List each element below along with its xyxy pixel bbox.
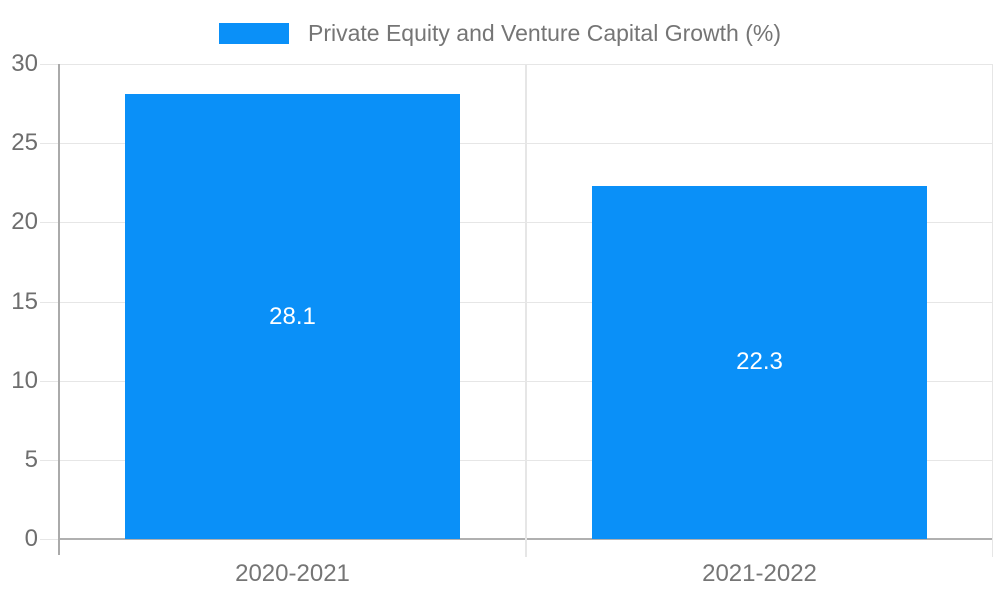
- ytick-label-10: 10: [11, 366, 38, 394]
- legend-label: Private Equity and Venture Capital Growt…: [307, 19, 781, 46]
- xtick-label-2021-2022: 2021-2022: [702, 560, 817, 587]
- bar-2020-2021: [125, 94, 460, 539]
- xtick-label-2020-2021: 2020-2021: [235, 560, 350, 587]
- ytick-label-20: 20: [11, 208, 38, 236]
- bar-2021-2022: [592, 185, 927, 539]
- ytick-mark-0: [40, 539, 59, 540]
- legend: Private Equity and Venture Capital Growt…: [0, 18, 1000, 48]
- ytick-label-0: 0: [24, 525, 38, 552]
- ytick-label-5: 5: [24, 445, 38, 473]
- ytick-mark-25: [40, 143, 59, 145]
- category-divider: [525, 64, 527, 557]
- plot-right-border: [992, 64, 993, 557]
- ytick-label-15: 15: [11, 287, 38, 315]
- legend-swatch: [218, 22, 289, 44]
- ytick-mark-10: [40, 380, 59, 382]
- ytick-mark-30: [40, 64, 59, 65]
- ytick-mark-15: [40, 301, 59, 303]
- ytick-label-30: 30: [11, 50, 38, 77]
- ytick-label-25: 25: [11, 129, 38, 157]
- bar-value-label: 28.1: [269, 302, 316, 330]
- y-axis-line: [58, 64, 60, 555]
- ytick-mark-20: [40, 222, 59, 224]
- bar-value-label: 22.3: [736, 348, 783, 376]
- ytick-mark-5: [40, 459, 59, 461]
